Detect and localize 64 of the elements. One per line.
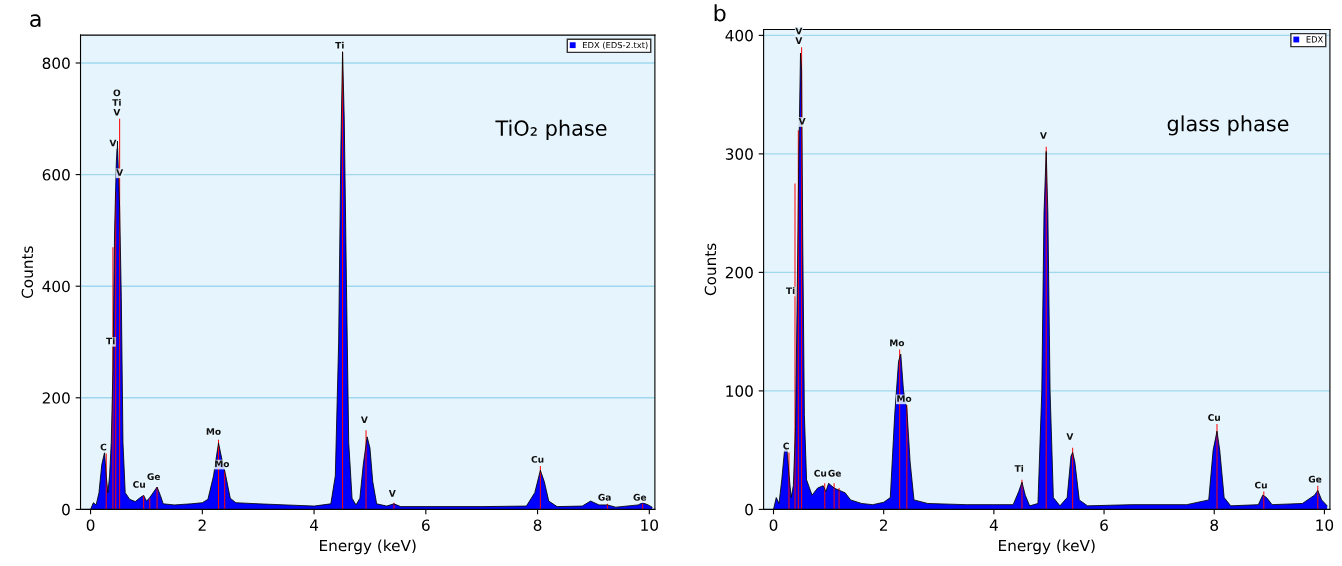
- x-tick-label: 10: [1316, 519, 1334, 531]
- annotation: Ti: [335, 41, 344, 49]
- x-tick-label: 6: [1100, 519, 1108, 531]
- annotation: V: [1039, 132, 1047, 139]
- y-tick-label: 0: [62, 503, 70, 516]
- y-tick-label: 300: [725, 148, 753, 160]
- annotation: O: [113, 89, 121, 97]
- annotation: Ge: [633, 493, 647, 501]
- annotation: Ge: [828, 469, 841, 477]
- annotation: Cu: [1208, 414, 1220, 421]
- annotation: V: [388, 490, 396, 497]
- y-tick-label: 400: [42, 280, 70, 293]
- y-tick-label: 100: [726, 385, 753, 397]
- legend-label: EDX: [1306, 36, 1323, 43]
- x-tick-label: 0: [86, 519, 95, 531]
- x-axis-title: Energy (keV): [320, 539, 416, 555]
- y-tick-label: 0: [745, 503, 753, 516]
- annotation: Mo: [897, 395, 912, 402]
- annotation: V: [109, 139, 117, 147]
- x-tick-label: 2: [879, 519, 888, 531]
- annotation: Ge: [147, 473, 161, 481]
- annotation: Cu: [531, 455, 544, 463]
- annotation: Ga: [598, 493, 611, 501]
- x-tick-label: 10: [641, 519, 659, 531]
- chart-title: a: [30, 14, 41, 28]
- annotation: C: [100, 443, 107, 451]
- annotation: Ti: [112, 98, 121, 106]
- annotation: V: [113, 108, 121, 116]
- y-axis-title: Counts: [21, 246, 34, 299]
- y-tick-label: 200: [42, 392, 70, 404]
- annotation: V: [798, 117, 806, 125]
- annotation: Mo: [215, 460, 230, 468]
- x-tick-label: 4: [309, 519, 319, 531]
- annotation: TiO₂ phase: [495, 119, 607, 141]
- annotation: Cu: [133, 481, 145, 488]
- annotation: V: [795, 27, 803, 35]
- annotation: Ti: [1014, 464, 1024, 472]
- annotation: Cu: [814, 469, 827, 477]
- y-tick-label: 800: [42, 57, 70, 70]
- annotation: Ti: [106, 337, 115, 345]
- annotation: V: [1066, 433, 1074, 440]
- annotation: Mo: [890, 339, 905, 347]
- y-tick-label: 600: [42, 169, 70, 181]
- annotation: C: [783, 442, 789, 450]
- annotation: Ge: [1308, 475, 1322, 483]
- legend-label: EDX (EDS-2.txt): [583, 41, 648, 50]
- x-tick-label: 6: [422, 519, 430, 531]
- annotation: Cu: [1254, 481, 1267, 489]
- annotation: V: [360, 416, 368, 423]
- annotation: Ti: [785, 287, 795, 294]
- annotation: V: [795, 37, 803, 44]
- annotation: Mo: [206, 428, 221, 435]
- y-tick-label: 400: [725, 29, 753, 42]
- y-tick-label: 200: [725, 266, 753, 279]
- annotation: V: [116, 169, 124, 176]
- chart-title: b: [714, 4, 726, 22]
- x-axis-title: Energy (keV): [999, 539, 1095, 555]
- annotation: glass phase: [1167, 115, 1289, 136]
- x-tick-label: 4: [989, 519, 998, 531]
- x-tick-label: 8: [1210, 519, 1219, 531]
- x-tick-label: 2: [198, 519, 206, 531]
- x-tick-label: 0: [769, 519, 778, 531]
- y-axis-title: Counts: [704, 243, 717, 296]
- x-tick-label: 8: [533, 519, 542, 531]
